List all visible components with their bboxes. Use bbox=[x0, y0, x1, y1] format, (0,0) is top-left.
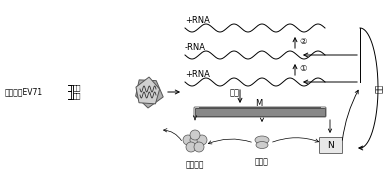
Ellipse shape bbox=[256, 141, 268, 148]
Polygon shape bbox=[136, 80, 163, 108]
Text: -RNA: -RNA bbox=[185, 42, 206, 51]
Bar bbox=[199, 107, 321, 109]
Bar bbox=[198, 109, 322, 111]
Text: N: N bbox=[327, 141, 334, 150]
Text: ①: ① bbox=[299, 64, 307, 73]
Bar bbox=[197, 108, 323, 109]
Circle shape bbox=[186, 142, 196, 152]
Bar bbox=[198, 108, 322, 109]
Ellipse shape bbox=[255, 136, 269, 144]
Circle shape bbox=[183, 135, 193, 145]
Text: ②: ② bbox=[299, 37, 307, 46]
Text: 蛋白酶: 蛋白酶 bbox=[255, 157, 269, 166]
Bar bbox=[196, 109, 324, 110]
Polygon shape bbox=[136, 77, 159, 104]
Circle shape bbox=[194, 142, 204, 152]
Text: 肠道病毒EV71: 肠道病毒EV71 bbox=[5, 87, 43, 96]
Circle shape bbox=[197, 135, 207, 145]
Text: 衣壳蛋白: 衣壳蛋白 bbox=[186, 160, 204, 169]
Bar bbox=[195, 108, 325, 116]
Bar bbox=[200, 107, 320, 109]
Text: 衣壳: 衣壳 bbox=[73, 93, 81, 99]
Text: 翻译: 翻译 bbox=[230, 88, 240, 97]
Bar bbox=[199, 110, 321, 111]
Bar bbox=[197, 109, 323, 111]
Text: +RNA: +RNA bbox=[185, 15, 210, 24]
Circle shape bbox=[190, 135, 200, 145]
Text: M: M bbox=[255, 98, 262, 107]
Circle shape bbox=[190, 130, 200, 140]
FancyBboxPatch shape bbox=[319, 138, 343, 154]
Text: 催化: 催化 bbox=[375, 83, 384, 93]
Text: +RNA: +RNA bbox=[185, 69, 210, 78]
Text: 核酸: 核酸 bbox=[73, 85, 81, 91]
Bar bbox=[195, 109, 325, 110]
Bar bbox=[196, 108, 324, 110]
